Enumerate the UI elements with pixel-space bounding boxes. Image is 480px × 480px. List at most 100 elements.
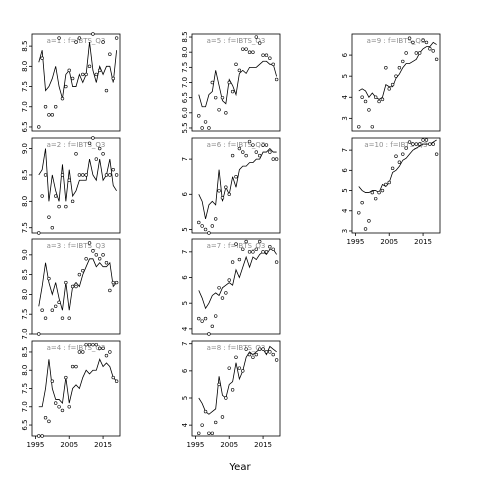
panel-frame <box>351 137 441 234</box>
data-point <box>200 319 204 323</box>
y-tick-label: 9.0 <box>21 143 29 154</box>
data-point <box>37 231 41 235</box>
y-tick-label: 6 <box>181 368 189 373</box>
data-point <box>428 142 432 146</box>
y-tick-label: 7 <box>181 250 189 254</box>
data-point <box>111 280 115 285</box>
data-point <box>394 154 398 158</box>
data-point <box>401 152 405 156</box>
data-point <box>360 95 364 99</box>
data-point <box>411 142 415 146</box>
data-point <box>397 160 402 164</box>
panel-7: a=7 : f=IBTS_Q3 4 5 6 7 <box>181 238 281 336</box>
data-point <box>74 364 78 369</box>
data-point <box>247 50 252 54</box>
data-point <box>87 64 92 69</box>
data-point <box>101 253 105 257</box>
y-tick-label: 7.0 <box>181 77 189 88</box>
data-point <box>247 139 252 144</box>
data-point <box>53 194 58 198</box>
data-point <box>244 347 248 351</box>
data-point <box>217 382 221 387</box>
data-point <box>57 300 61 305</box>
y-tick-label: 4 <box>341 94 349 99</box>
data-point <box>70 364 75 369</box>
data-point <box>101 152 105 156</box>
y-tick-label: 8.5 <box>181 31 189 42</box>
data-point <box>363 227 368 231</box>
data-point <box>210 324 215 328</box>
data-point <box>217 286 221 290</box>
data-point <box>377 99 381 104</box>
data-point <box>261 347 265 351</box>
fit-line <box>38 358 117 408</box>
data-point <box>84 173 88 177</box>
panel-title: a=10 : f=IBTS_Q3 <box>364 141 427 149</box>
data-point <box>47 215 51 219</box>
data-point <box>60 408 65 413</box>
data-point <box>53 401 58 405</box>
data-point <box>274 358 279 362</box>
data-point <box>81 350 85 354</box>
data-point <box>251 355 255 359</box>
data-point <box>254 35 259 39</box>
y-tick-label: 7.5 <box>181 62 189 73</box>
data-point <box>111 167 115 172</box>
y-tick-label: 8.5 <box>21 269 29 280</box>
data-point <box>414 51 419 55</box>
data-point <box>241 247 245 251</box>
data-point <box>217 108 221 112</box>
y-tick-label: 8.0 <box>21 365 29 376</box>
data-point <box>91 342 95 347</box>
data-point <box>104 261 109 265</box>
data-point <box>81 173 85 177</box>
y-tick-label: 6 <box>341 168 349 173</box>
data-point <box>57 204 61 209</box>
fit-line <box>358 41 437 100</box>
data-point <box>244 153 248 158</box>
data-point <box>37 125 41 129</box>
data-point <box>421 138 425 142</box>
y-tick-label: 7.5 <box>21 222 29 233</box>
data-point <box>53 105 58 109</box>
data-point <box>67 405 71 409</box>
data-point <box>70 284 75 289</box>
data-point <box>237 68 242 73</box>
data-point <box>210 80 215 85</box>
data-point <box>274 77 279 82</box>
data-point <box>84 342 88 347</box>
data-point <box>81 72 85 77</box>
data-point <box>387 180 391 185</box>
data-point <box>108 350 112 354</box>
data-point <box>268 350 272 354</box>
data-point <box>77 173 82 177</box>
data-point <box>210 224 215 228</box>
x-tick-label: 2005 <box>220 441 238 449</box>
data-point <box>197 220 201 225</box>
data-point <box>213 95 218 100</box>
data-point <box>234 355 238 359</box>
data-point <box>50 308 55 312</box>
y-tick-label: 6.5 <box>181 92 189 103</box>
data-point <box>111 76 115 81</box>
data-point <box>237 257 242 262</box>
data-point <box>360 200 364 205</box>
fit-line <box>198 147 277 220</box>
data-point <box>87 342 92 347</box>
data-point <box>230 153 235 158</box>
data-point <box>367 219 371 223</box>
data-point <box>244 47 248 51</box>
data-point <box>431 142 435 146</box>
data-point <box>67 178 71 182</box>
data-point <box>50 379 55 383</box>
y-tick-label: 8.0 <box>21 61 29 72</box>
data-point <box>230 260 235 264</box>
data-point <box>67 68 71 73</box>
data-point <box>84 257 88 261</box>
panel-frame <box>191 340 281 437</box>
data-point <box>87 141 92 145</box>
data-point <box>220 95 225 100</box>
x-axis-title: Year <box>228 462 251 473</box>
data-point <box>114 173 119 177</box>
y-tick-label: 9.0 <box>21 249 29 260</box>
